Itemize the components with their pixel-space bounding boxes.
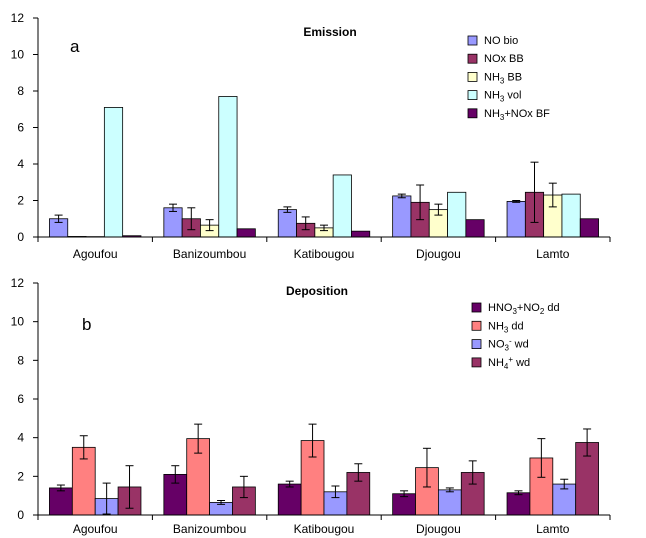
- bar: [561, 193, 581, 238]
- legend-label-part: 3: [500, 113, 505, 122]
- legend-label-part: 2: [540, 307, 545, 316]
- x-tick-label: Katibougou: [294, 247, 355, 261]
- legend-label-part: -: [509, 337, 512, 346]
- legend-swatch: [471, 302, 482, 313]
- chart-panel-a: 0 2 4 6 8 10 12 Agoufou Banizoumbou Katibougou Djo…: [11, 11, 611, 261]
- x-tick-label: Djougou: [416, 522, 461, 536]
- legend-swatch: [467, 108, 478, 119]
- legend-label-part: NH: [484, 90, 500, 102]
- panel-label: a: [70, 37, 80, 56]
- bar: [49, 487, 73, 516]
- legend-label: NOx BB: [484, 53, 524, 65]
- legend-label-part: +NOx BF: [504, 108, 550, 120]
- legend-label-part: NO bio: [484, 35, 518, 47]
- y-tick-label: 0: [17, 230, 24, 244]
- legend-label-part: 3: [500, 76, 505, 85]
- bar: [447, 191, 467, 238]
- bar: [351, 230, 371, 238]
- legend-label-part: BB: [504, 71, 522, 83]
- legend-swatch: [471, 357, 482, 368]
- legend-label-part: 4: [504, 362, 509, 371]
- legend-label-part: 3: [505, 344, 510, 353]
- legend-label-part: dd: [544, 302, 559, 314]
- legend-label-part: +NO: [517, 302, 540, 314]
- legend-label: NO bio: [484, 35, 518, 47]
- bar: [277, 483, 302, 516]
- legend-label-part: NO: [488, 339, 505, 351]
- legend-swatch: [471, 320, 482, 331]
- legend-label: NO3- wd: [488, 337, 529, 353]
- bar: [163, 207, 183, 238]
- legend-label: NH4+ wd: [488, 355, 530, 371]
- bar: [506, 492, 531, 516]
- bar: [218, 96, 238, 238]
- bar: [236, 228, 256, 238]
- y-tick-label: 12: [11, 11, 25, 25]
- x-tick-label: Lamto: [536, 247, 570, 261]
- panel-label: b: [82, 315, 91, 334]
- legend-label-part: 3: [504, 325, 509, 334]
- y-tick-label: 10: [11, 48, 25, 62]
- x-tick-label: Agoufou: [73, 247, 118, 261]
- legend-swatch: [467, 90, 478, 100]
- legend-label: NH3 BB: [484, 71, 522, 85]
- legend-label-part: vol: [504, 90, 521, 102]
- legend-label: NH3 dd: [488, 320, 524, 334]
- bar: [103, 107, 124, 238]
- legend-label-part: wd: [512, 339, 529, 351]
- x-tick-label: Lamto: [536, 522, 570, 536]
- bar: [437, 489, 462, 516]
- legend-label-part: NH: [488, 357, 504, 369]
- y-tick-label: 4: [17, 431, 24, 445]
- y-tick-label: 10: [11, 315, 25, 329]
- legend-label-part: NH: [484, 71, 500, 83]
- legend-label-part: wd: [513, 357, 530, 369]
- legend-swatch: [471, 339, 482, 350]
- x-tick-label: Agoufou: [73, 522, 118, 536]
- legend-swatch: [467, 53, 478, 64]
- chart-title: Deposition: [286, 284, 348, 298]
- y-tick-label: 12: [11, 276, 25, 290]
- x-tick-label: Djougou: [416, 247, 461, 261]
- legend-label-part: NH: [484, 108, 500, 120]
- y-tick-label: 6: [17, 121, 24, 135]
- legend-label-part: HNO: [488, 302, 513, 314]
- bar: [579, 218, 599, 238]
- chart-panel-b: 0 2 4 6 8 10 12 Agoufou Banizoumbou Katibougou Djo…: [11, 276, 611, 536]
- legend-label-part: 3: [512, 307, 517, 316]
- y-tick-label: 2: [17, 194, 24, 208]
- chart-title: Emission: [303, 25, 356, 39]
- x-tick-label: Banizoumbou: [173, 247, 246, 261]
- y-tick-label: 8: [17, 353, 24, 367]
- legend-label: NH3+NOx BF: [484, 108, 550, 122]
- bar: [506, 201, 526, 238]
- legend-label-part: NH: [488, 320, 504, 332]
- bar: [465, 219, 485, 238]
- legend-label-part: NOx BB: [484, 53, 524, 65]
- legend-swatch: [467, 35, 478, 46]
- y-tick-label: 4: [17, 157, 24, 171]
- legend-label-part: 3: [500, 95, 505, 104]
- x-tick-label: Banizoumbou: [173, 522, 246, 536]
- y-tick-label: 0: [17, 508, 24, 522]
- legend-swatch: [467, 72, 478, 82]
- y-tick-label: 6: [17, 392, 24, 406]
- bar: [277, 209, 297, 238]
- bar: [392, 195, 412, 238]
- legend-label-part: +: [508, 355, 513, 364]
- legend-label-part: dd: [508, 320, 523, 332]
- x-tick-label: Katibougou: [294, 522, 355, 536]
- y-tick-label: 2: [17, 469, 24, 483]
- bar: [332, 174, 352, 238]
- legend-label: NH3 vol: [484, 90, 521, 104]
- y-tick-label: 8: [17, 84, 24, 98]
- legend-label: HNO3+NO2 dd: [488, 302, 560, 316]
